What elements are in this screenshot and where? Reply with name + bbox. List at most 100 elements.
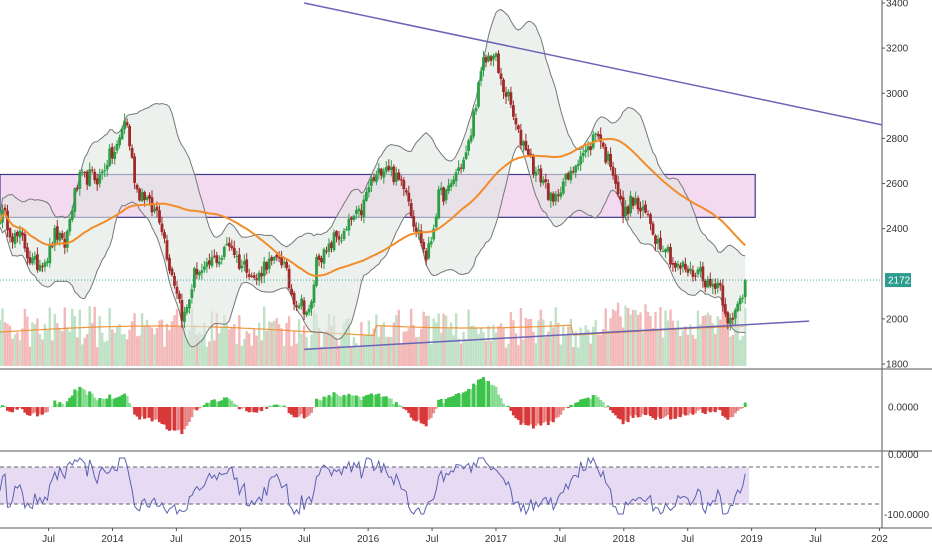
candle [337,231,341,246]
oscillator-bar [591,395,595,407]
volume-bar [400,343,403,366]
candle [43,259,47,272]
candle-body [599,134,603,142]
volume-bar [589,343,592,366]
candle [287,264,291,290]
candle-body [327,243,331,252]
candle-body [148,195,151,199]
oscillator-bar [489,384,493,407]
oscillator-bar [23,407,27,413]
volume-bar [275,318,278,366]
oscillator-bar [646,407,650,415]
candle-body [472,111,475,137]
candle-body [609,154,612,167]
candle-body [357,208,361,212]
oscillator-bar [464,391,468,407]
volume-bar [63,307,66,366]
oscillator-bar [691,407,695,415]
candle-body [360,210,363,216]
oscillator-bar [272,404,276,407]
oscillator-bar [3,405,7,407]
oscillator-bar [108,394,112,407]
oscillator-bar [487,381,490,407]
volume-bar [180,316,184,366]
volume-bar [736,303,739,366]
oscillator-bar [382,396,386,407]
volume-bar [372,328,376,366]
candle-body [713,283,717,289]
candle-body [23,234,27,249]
volume-bar [330,325,333,366]
candle-body [743,280,747,298]
oscillator-bar [163,407,166,425]
oscillator-bar [364,395,368,407]
volume-bar [300,333,303,366]
candle [307,304,311,316]
oscillator-bar [636,407,640,418]
oscillator-bar [222,397,226,407]
oscillator-bar [205,402,209,407]
candle-body [355,210,358,214]
candle [549,191,553,208]
candle-body [260,273,264,277]
oscillator-bar [70,395,74,407]
oscillator-bar [58,402,62,407]
oscillator-bar [437,399,441,407]
candle-body [110,147,114,159]
candle [472,108,475,140]
oscillator-bar [98,398,102,407]
candle-body [522,141,525,146]
candle-body [499,73,503,79]
candle-body [566,173,570,180]
volume-bar [390,337,393,366]
volume-bar [567,326,570,366]
oscillator-bar [310,407,313,413]
candle [654,234,657,251]
oscillator-bar [150,407,154,422]
oscillator-bar [282,405,286,407]
candle-body [634,198,637,205]
volume-bar [502,327,505,366]
oscillator-bar [504,406,508,407]
volume-bar [621,327,625,366]
candle [554,191,558,206]
volume-bar [557,322,560,366]
oscillator-bar [158,407,161,423]
candle-body [519,129,523,146]
candle-body [270,257,274,261]
candle-body [407,192,411,202]
candle [175,280,179,299]
volume-bar [711,323,714,366]
volume-bar [362,335,366,366]
candle-body [240,265,244,269]
candle-body [624,206,627,217]
candle [537,165,540,175]
candle [437,185,441,220]
candle-body [302,300,306,315]
candle [566,171,570,181]
candle-body [477,82,480,107]
oscillator-bar [225,397,229,407]
oscillator-bar [467,389,471,407]
candle [98,168,102,188]
oscillator-bar [624,407,628,421]
candle-body [255,278,259,280]
candle-body [514,118,518,125]
oscillator-bar [349,395,353,407]
candle [80,169,84,177]
candle-body [265,262,269,270]
candle-body [559,192,563,197]
volume-bar [228,329,231,366]
volume-bar [198,331,201,366]
candle [46,257,49,267]
candle [140,188,144,203]
volume-bar [701,316,705,366]
oscillator-bar [681,407,685,415]
candle-body [217,261,221,265]
oscillator-bar [708,407,712,413]
volume-bar [674,327,677,366]
volume-bar [569,318,572,366]
candle-body [517,125,520,130]
volume-bar [88,306,91,366]
